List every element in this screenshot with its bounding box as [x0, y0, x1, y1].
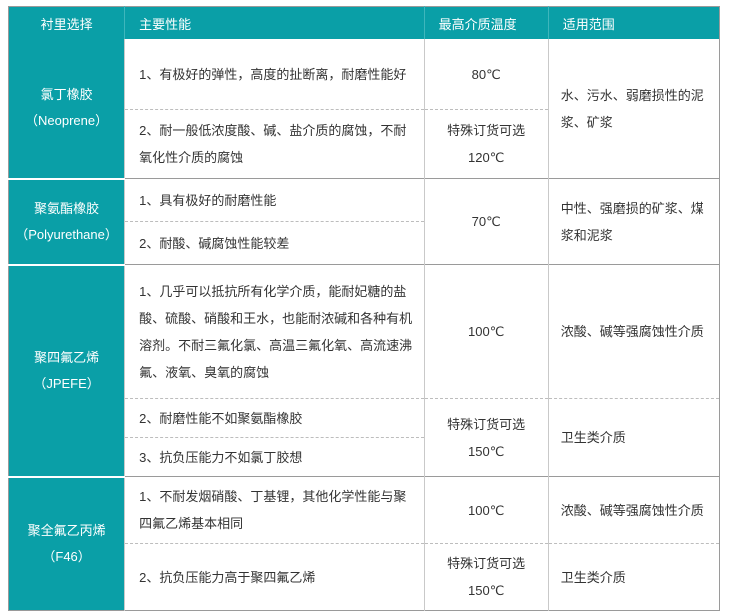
table-row: 2、耐一般低浓度酸、碱、盐介质的腐蚀，不耐氧化性介质的腐蚀 特殊订货可选 120… [9, 109, 720, 179]
table-header: 衬里选择 主要性能 最高介质温度 适用范围 [8, 6, 720, 39]
performance-cell: 2、耐一般低浓度酸、碱、盐介质的腐蚀，不耐氧化性介质的腐蚀 [124, 109, 425, 179]
material-cell-jpefe: 聚四氟乙烯 （JPEFE） [8, 263, 126, 477]
column-header-lining-selection: 衬里选择 [8, 6, 126, 39]
material-name-en: （Polyurethane） [15, 226, 118, 242]
table-row: 3、抗负压能力不如氯丁胶想 [9, 437, 720, 477]
table-row: 氯丁橡胶 （Neoprene） 1、有极好的弹性，高度的扯断离，耐磨性能好 80… [8, 39, 720, 179]
material-name-cn: 氯丁橡胶 [40, 87, 93, 103]
table-row: 聚全氟乙丙烯 （F46） 1、不耐发烟硝酸、丁基锂，其他化学性能与聚四氟乙烯基本… [8, 475, 720, 611]
material-cell-neoprene: 氯丁橡胶 （Neoprene） [8, 39, 126, 179]
material-cell-f46: 聚全氟乙丙烯 （F46） [8, 475, 126, 611]
table-row: 聚四氟乙烯 （JPEFE） 1、几乎可以抵抗所有化学介质，能耐妃糖的盐酸、硫酸、… [8, 263, 720, 477]
scope-cell: 水、污水、弱磨损性的泥浆、矿浆 [548, 39, 720, 179]
temperature-line-1: 特殊订货可选 [447, 123, 526, 138]
performance-cell: 1、有极好的弹性，高度的扯断离，耐磨性能好 [124, 39, 425, 110]
performance-cell: 2、耐酸、碱腐蚀性能较差 [124, 221, 425, 265]
scope-cell: 卫生类介质 [548, 398, 720, 477]
column-header-application-scope: 适用范围 [548, 6, 720, 39]
scope-cell: 中性、强磨损的矿浆、煤浆和泥浆 [548, 178, 720, 265]
material-name-cn: 聚四氟乙烯 [34, 349, 100, 365]
material-name-en: （F46） [42, 548, 91, 564]
lining-selection-table: 衬里选择 主要性能 最高介质温度 适用范围 氯丁橡胶 （Neoprene） 1、… [8, 6, 720, 611]
temperature-cell: 100℃ [424, 476, 549, 544]
temperature-cell: 特殊订货可选 150℃ [424, 543, 549, 611]
temperature-line-2: 150℃ [468, 583, 505, 598]
performance-cell: 3、抗负压能力不如氯丁胶想 [124, 437, 425, 477]
temperature-cell: 70℃ [424, 178, 549, 265]
temperature-cell: 特殊订货可选 150℃ [424, 398, 549, 477]
material-cell-polyurethane: 聚氨酯橡胶 （Polyurethane） [8, 177, 126, 265]
temperature-line-2: 150℃ [468, 443, 505, 459]
performance-cell: 2、抗负压能力高于聚四氟乙烯 [124, 543, 425, 611]
column-header-main-performance: 主要性能 [124, 6, 425, 39]
column-header-max-medium-temperature: 最高介质温度 [424, 6, 549, 39]
material-name-cn: 聚氨酯橡胶 [34, 200, 100, 216]
header-row: 衬里选择 主要性能 最高介质温度 适用范围 [8, 6, 720, 39]
material-name-en: （JPEFE） [33, 375, 100, 391]
temperature-cell: 100℃ [424, 264, 549, 399]
table-body: 氯丁橡胶 （Neoprene） 1、有极好的弹性，高度的扯断离，耐磨性能好 80… [8, 39, 720, 611]
table-row: 2、耐酸、碱腐蚀性能较差 [9, 221, 720, 265]
material-name-en: （Neoprene） [25, 113, 109, 129]
table-row: 2、耐磨性能不如聚氨酯橡胶 特殊订货可选 150℃ 卫生类介质 [9, 398, 720, 477]
temperature-line-1: 特殊订货可选 [447, 416, 526, 432]
temperature-line-1: 特殊订货可选 [447, 556, 526, 571]
temperature-line-2: 120℃ [468, 150, 505, 165]
performance-cell: 1、具有极好的耐磨性能 [124, 178, 425, 222]
performance-cell: 1、几乎可以抵抗所有化学介质，能耐妃糖的盐酸、硫酸、硝酸和王水，也能耐浓碱和各种… [124, 264, 425, 399]
scope-cell: 浓酸、碱等强腐蚀性介质 [548, 476, 720, 544]
temperature-cell: 80℃ [424, 39, 549, 110]
table-row: 聚氨酯橡胶 （Polyurethane） 1、具有极好的耐磨性能 70℃ 中性、… [8, 177, 720, 265]
scope-cell: 卫生类介质 [548, 543, 720, 611]
material-name-cn: 聚全氟乙丙烯 [27, 522, 106, 538]
performance-cell: 2、耐磨性能不如聚氨酯橡胶 [124, 398, 425, 438]
performance-cell: 1、不耐发烟硝酸、丁基锂，其他化学性能与聚四氟乙烯基本相同 [124, 476, 425, 544]
scope-cell: 浓酸、碱等强腐蚀性介质 [548, 264, 720, 399]
temperature-cell: 特殊订货可选 120℃ [424, 109, 549, 179]
